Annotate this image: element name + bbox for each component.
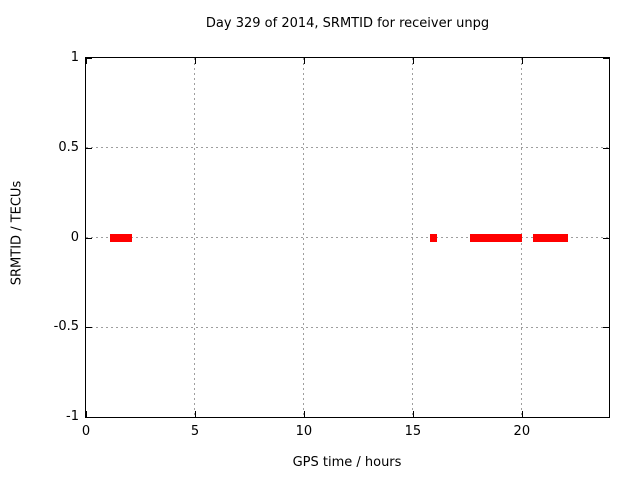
x-tick-mark [412,411,414,417]
data-segment [430,233,437,242]
y-tick-mark [603,147,609,149]
y-gridline [86,326,609,328]
x-tick-mark [303,58,305,64]
y-tick-label: 0.5 [58,139,79,155]
y-tick-mark [86,417,92,418]
x-tick-label: 10 [295,424,313,439]
y-tick-mark [603,417,609,418]
chart-title: Day 329 of 2014, SRMTID for receiver unp… [205,16,490,31]
plot-area: 0 5 10 15 20 1 0.5 0 -0.5 -1 [54,50,610,439]
y-gridline [86,237,609,238]
y-tick-mark [86,237,92,239]
x-tick-mark [194,58,196,64]
data-segment [532,233,568,242]
x-tick-mark [194,411,196,417]
x-tick-mark [86,58,87,64]
y-tick-label: -1 [66,409,79,424]
y-tick-label: 1 [70,50,79,65]
y-tick-mark [86,147,92,149]
y-tick-mark [603,327,609,329]
x-axis-label: GPS time / hours [292,455,402,470]
data-segment [469,233,522,242]
x-tick-mark [303,411,305,417]
x-tick-mark [521,411,523,417]
x-tick-label: 20 [513,424,531,439]
y-tick-label: 0 [70,229,79,245]
y-tick-mark [603,237,609,239]
y-tick-label: -0.5 [53,319,79,335]
y-tick-mark [603,58,609,59]
y-gridline [86,147,609,149]
x-tick-mark [521,58,523,64]
y-tick-mark [86,327,92,329]
y-tick-mark [86,58,92,59]
x-tick-label: 0 [81,424,91,439]
x-tick-mark [86,411,87,417]
x-tick-mark [412,58,414,64]
x-tick-label: 15 [404,424,422,439]
x-tick-label: 5 [190,424,200,439]
data-segment [109,233,132,242]
